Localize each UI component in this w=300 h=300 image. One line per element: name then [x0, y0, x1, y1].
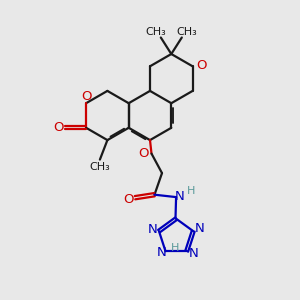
Text: N: N	[188, 247, 198, 260]
Text: N: N	[157, 246, 167, 259]
Text: H: H	[171, 243, 179, 253]
Text: CH₃: CH₃	[89, 162, 110, 172]
Text: H: H	[187, 185, 195, 196]
Text: O: O	[123, 193, 134, 206]
Text: O: O	[53, 121, 64, 134]
Text: CH₃: CH₃	[145, 27, 166, 38]
Text: N: N	[175, 190, 184, 203]
Text: O: O	[81, 90, 91, 103]
Text: CH₃: CH₃	[176, 27, 197, 38]
Text: N: N	[195, 222, 205, 235]
Text: O: O	[196, 59, 206, 72]
Text: N: N	[148, 223, 157, 236]
Text: O: O	[138, 146, 148, 160]
